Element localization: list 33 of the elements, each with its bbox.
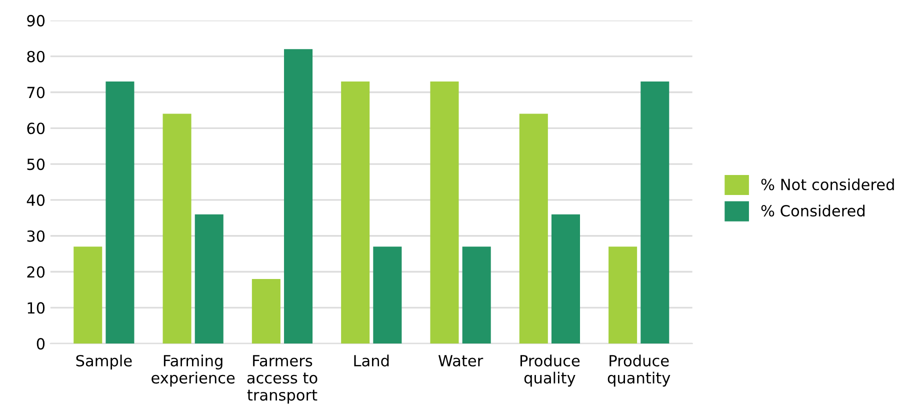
legend-label: % Considered (761, 204, 864, 217)
x-tick-label: Water (438, 355, 484, 366)
bar (74, 246, 102, 344)
bar (608, 246, 638, 344)
bar (162, 114, 192, 344)
x-tick-label: Farming experience (152, 354, 235, 387)
x-tick-label: Produce quantity (608, 354, 670, 387)
y-tick-label: 0 (36, 338, 45, 350)
bar (430, 81, 459, 344)
x-tick-label: Sample (76, 354, 132, 370)
y-tick-label: 90 (27, 14, 45, 26)
bar (551, 214, 580, 344)
legend-label: % Not considered (761, 178, 894, 190)
x-tick-label: Produce quality (520, 354, 580, 387)
y-tick-label: 80 (27, 50, 45, 62)
bar (373, 246, 402, 344)
bar (462, 246, 491, 344)
y-tick-label: 20 (27, 266, 45, 278)
y-tick-label: 60 (27, 122, 45, 134)
bar (252, 278, 280, 344)
bar (341, 81, 370, 344)
bar (284, 49, 313, 344)
y-tick-label: 40 (26, 194, 45, 206)
y-tick-label: 10 (28, 302, 45, 314)
bar (106, 81, 134, 344)
bar (194, 214, 224, 344)
y-tick-label: 50 (27, 158, 45, 170)
bar (519, 114, 548, 344)
y-tick-label: 30 (27, 230, 45, 242)
bar (640, 81, 670, 344)
y-tick-label: 70 (27, 86, 45, 98)
x-tick-label: Farmers access to transport (247, 355, 318, 404)
x-tick-label: Land (354, 354, 389, 366)
